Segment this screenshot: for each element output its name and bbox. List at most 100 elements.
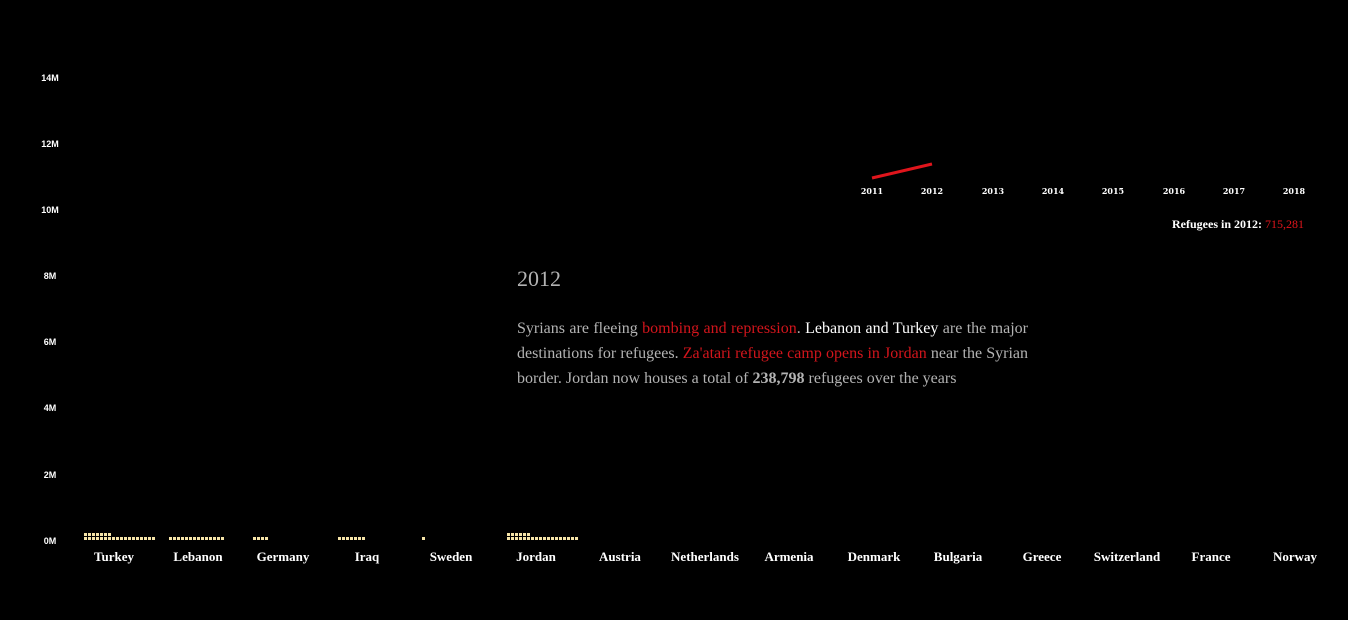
refugee-dot	[84, 533, 87, 536]
refugee-dot	[132, 537, 135, 540]
year-2016[interactable]: 2016	[1162, 186, 1186, 196]
year-2013[interactable]: 2013	[981, 186, 1005, 196]
refugee-dot	[216, 537, 220, 540]
refugee-dot	[92, 533, 95, 536]
ytick-label: 6M	[43, 337, 57, 347]
year-2014[interactable]: 2014	[1041, 186, 1065, 196]
year-2011[interactable]: 2011	[860, 186, 884, 196]
story-text-part: Syrians are fleeing	[517, 320, 643, 337]
refugee-dot	[538, 537, 542, 540]
refugee-dot	[88, 537, 91, 540]
refugee-dot	[253, 537, 256, 540]
year-2018[interactable]: 2018	[1282, 186, 1306, 196]
refugee-dot	[120, 537, 123, 540]
refugee-dot	[172, 537, 176, 540]
ytick-label: 4M	[43, 403, 57, 413]
refugee-dot	[196, 537, 200, 540]
year-2015[interactable]: 2015	[1101, 186, 1125, 196]
refugee-dot	[514, 533, 518, 536]
refugee-dot	[124, 537, 127, 540]
refugee-dot	[522, 533, 526, 536]
refugee-dot	[566, 537, 570, 540]
refugee-dot	[140, 537, 143, 540]
refugee-dot	[96, 533, 99, 536]
refugee-dot	[522, 537, 526, 540]
refugee-dot	[84, 537, 87, 540]
refugee-dot	[128, 537, 131, 540]
story-text-part: are the major destinations for refugees.	[517, 320, 1029, 362]
refugee-dot	[104, 537, 107, 540]
refugee-dot	[574, 537, 578, 540]
refugee-dot	[168, 537, 172, 540]
refugee-dot	[176, 537, 180, 540]
ytick-label: 12M	[41, 139, 59, 149]
refugee-dot	[144, 537, 147, 540]
refugee-dot	[526, 537, 530, 540]
refugee-dot	[518, 537, 522, 540]
refugee-dot	[558, 537, 562, 540]
refugee-total-value: 715,281	[1265, 217, 1304, 231]
country-label: Lebanon	[173, 549, 223, 564]
refugee-dot	[265, 537, 268, 540]
country-label: Jordan	[516, 549, 556, 564]
story-year: 2012	[517, 266, 561, 291]
refugee-dot	[349, 537, 353, 540]
refugee-dot	[108, 537, 111, 540]
refugee-dot	[562, 537, 566, 540]
ytick-label: 14M	[41, 73, 59, 83]
refugee-dot	[534, 537, 538, 540]
refugee-dot	[361, 537, 365, 540]
refugee-dot	[261, 537, 264, 540]
refugee-dot	[88, 533, 91, 536]
country-label: Greece	[1022, 549, 1062, 564]
refugee-dot	[257, 537, 260, 540]
country-label: Germany	[256, 549, 310, 564]
refugee-dot	[200, 537, 204, 540]
refugee-dot	[112, 537, 115, 540]
country-label: Iraq	[354, 549, 380, 564]
country-label: Norway	[1272, 549, 1318, 564]
ytick-label: 0M	[43, 536, 57, 546]
country-label: Denmark	[847, 549, 901, 564]
timeline-chart	[871, 162, 933, 180]
refugee-dot	[422, 537, 425, 540]
year-2017[interactable]: 2017	[1222, 186, 1246, 196]
country-label: Sweden	[429, 549, 473, 564]
refugee-dot	[116, 537, 119, 540]
country-label: Netherlands	[671, 549, 739, 564]
refugee-dot	[104, 533, 107, 536]
refugee-dot	[108, 533, 111, 536]
country-label: Switzerland	[1093, 549, 1161, 564]
refugee-dot	[92, 537, 95, 540]
refugee-dot	[212, 537, 216, 540]
refugee-dot	[542, 537, 546, 540]
story-highlight: bombing and repression	[642, 320, 797, 337]
story-number: 238,798	[752, 370, 805, 387]
refugee-dot	[100, 533, 103, 536]
refugee-dot	[546, 537, 550, 540]
refugee-dot	[184, 537, 188, 540]
timeline-line	[871, 162, 933, 180]
year-2012[interactable]: 2012	[920, 186, 944, 196]
refugee-dot	[526, 533, 530, 536]
refugee-dot	[510, 537, 514, 540]
country-label: Armenia	[764, 549, 814, 564]
refugee-dot	[357, 537, 361, 540]
refugee-dot	[220, 537, 224, 540]
country-label: Austria	[599, 549, 641, 564]
story-text-part: .	[796, 320, 806, 337]
ytick-label: 10M	[41, 205, 59, 215]
story-text-part: refugees over the years	[804, 370, 957, 387]
ytick-label: 8M	[43, 271, 57, 281]
refugee-dot	[208, 537, 212, 540]
refugee-dot	[506, 533, 510, 536]
refugee-dot	[100, 537, 103, 540]
country-label: Turkey	[94, 549, 134, 564]
refugee-dot	[554, 537, 558, 540]
ytick-label: 2M	[43, 470, 57, 480]
refugee-dot	[530, 537, 534, 540]
refugee-dot	[510, 533, 514, 536]
refugee-dot	[506, 537, 510, 540]
refugee-dot	[180, 537, 184, 540]
country-label: Bulgaria	[933, 549, 983, 564]
